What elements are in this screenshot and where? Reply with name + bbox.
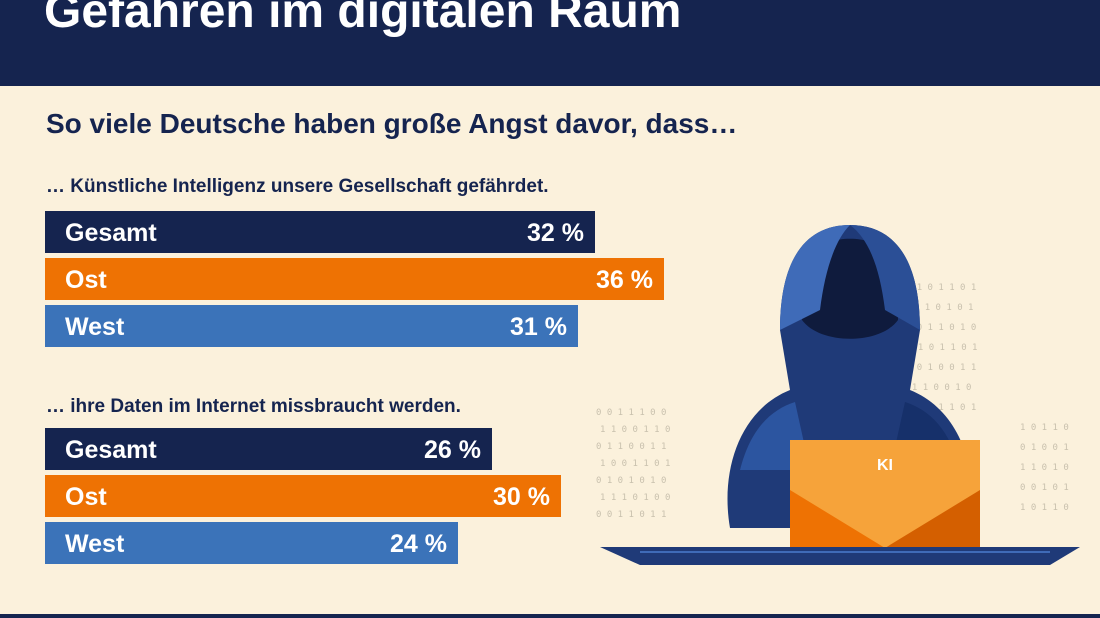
page-title: Gefahren im digitalen Raum bbox=[44, 0, 682, 38]
bar-category-label: West bbox=[65, 530, 125, 558]
svg-text:0 1 1 0 0 1 1: 0 1 1 0 0 1 1 bbox=[596, 442, 666, 452]
svg-text:1 0 1 1 0: 1 0 1 1 0 bbox=[1020, 423, 1069, 433]
bar-category-label: Gesamt bbox=[65, 219, 157, 247]
bar-value-label: 32 % bbox=[527, 219, 584, 247]
svg-text:0 0 1 0 1: 0 0 1 0 1 bbox=[1020, 483, 1069, 493]
bar-category-label: Ost bbox=[65, 266, 107, 294]
section-title-daten: … ihre Daten im Internet missbraucht wer… bbox=[46, 396, 461, 417]
bar-ki-west: West 31 % bbox=[45, 305, 578, 347]
svg-text:1 1 0 1 0: 1 1 0 1 0 bbox=[1020, 463, 1069, 473]
hacker-illustration: 1 0 1 1 0 0 1 0 1 0 1 1 0 1 0 1 1 0 1 0 … bbox=[596, 225, 1080, 565]
svg-text:1 1 0 0 1 1 0: 1 1 0 0 1 1 0 bbox=[600, 425, 670, 435]
svg-text:1 0 0 1 1 0 1: 1 0 0 1 1 0 1 bbox=[600, 459, 670, 469]
bar-value-label: 31 % bbox=[510, 313, 567, 341]
bar-category-label: Gesamt bbox=[65, 436, 157, 464]
footer-line bbox=[0, 614, 1100, 618]
bar-value-label: 36 % bbox=[596, 266, 653, 294]
laptop-illustration: KI bbox=[600, 440, 1080, 565]
bar-ki-ost: Ost 36 % bbox=[45, 258, 664, 300]
svg-text:1 0 1 1 0: 1 0 1 1 0 bbox=[1020, 503, 1069, 513]
svg-text:0 1 0 0 1: 0 1 0 0 1 bbox=[1020, 443, 1069, 453]
bar-daten-west: West 24 % bbox=[45, 522, 458, 564]
bar-value-label: 30 % bbox=[493, 483, 550, 511]
bar-daten-ost: Ost 30 % bbox=[45, 475, 561, 517]
chart-subtitle: So viele Deutsche haben große Angst davo… bbox=[46, 108, 738, 139]
bar-category-label: Ost bbox=[65, 483, 107, 511]
laptop-label: KI bbox=[877, 457, 893, 474]
svg-text:1 1 1 0 1 0 0: 1 1 1 0 1 0 0 bbox=[600, 493, 670, 503]
section-title-ki: … Künstliche Intelligenz unsere Gesellsc… bbox=[46, 176, 549, 197]
svg-text:0 0 1 1 1 0 0: 0 0 1 1 1 0 0 bbox=[596, 408, 666, 418]
bar-daten-gesamt: Gesamt 26 % bbox=[45, 428, 492, 470]
header-banner: Gefahren im digitalen Raum bbox=[0, 0, 1100, 86]
bar-value-label: 26 % bbox=[424, 436, 481, 464]
svg-text:0 1 0 1 0 1 0: 0 1 0 1 0 1 0 bbox=[596, 476, 666, 486]
bar-category-label: West bbox=[65, 313, 125, 341]
bar-ki-gesamt: Gesamt 32 % bbox=[45, 211, 595, 253]
svg-text:0 0 1 1 0 1 1: 0 0 1 1 0 1 1 bbox=[596, 510, 666, 520]
bar-value-label: 24 % bbox=[390, 530, 447, 558]
